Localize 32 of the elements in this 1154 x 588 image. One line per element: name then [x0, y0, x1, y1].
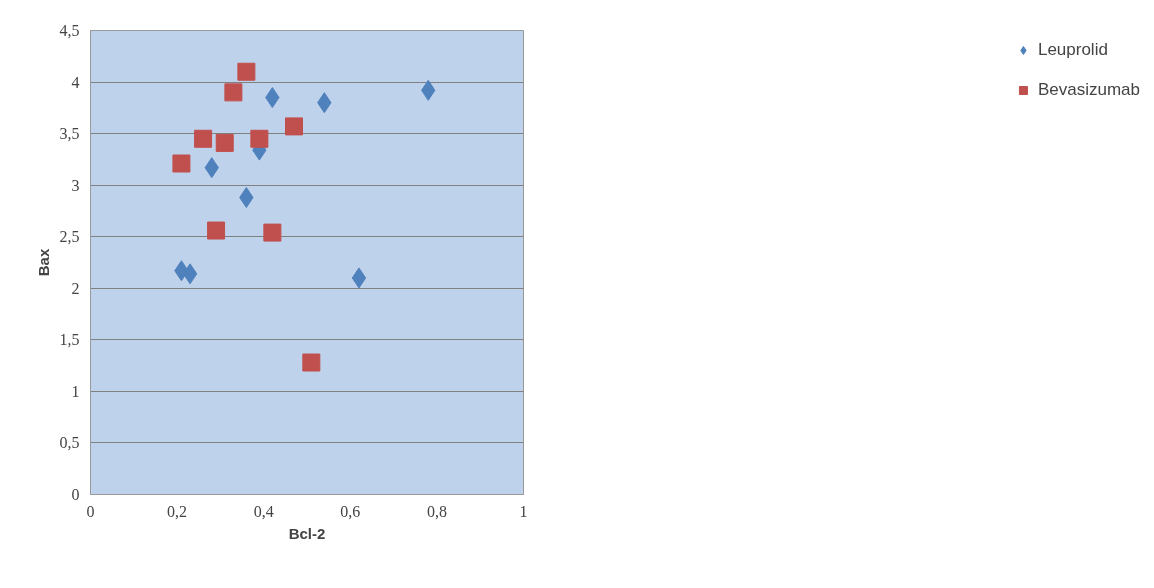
x-tick-label: 0,6 — [340, 502, 361, 520]
point — [224, 83, 243, 102]
point — [194, 129, 213, 148]
y-tick-label: 2,5 — [59, 228, 80, 246]
x-tick-label: 0,8 — [426, 502, 447, 520]
point — [250, 129, 269, 148]
point — [215, 133, 234, 152]
x-tick-label: 0,4 — [253, 502, 274, 520]
y-tick-label: 2 — [71, 279, 80, 297]
y-tick-label: 4,5 — [59, 22, 80, 39]
y-tick-label: 0,5 — [59, 434, 80, 452]
point — [263, 223, 282, 242]
point — [182, 263, 198, 285]
point — [207, 221, 226, 240]
x-tick-label: 1 — [519, 502, 528, 520]
y-tick-label: 4 — [71, 73, 80, 91]
y-axis-title: Bax — [34, 248, 52, 277]
x-axis-title: Bcl-2 — [288, 524, 326, 542]
y-tick-label: 3 — [71, 176, 80, 194]
x-tick-label: 0 — [86, 502, 95, 520]
y-tick-label: 0 — [71, 486, 80, 503]
point — [351, 267, 367, 289]
point — [237, 62, 256, 81]
x-tick-label: 0,2 — [167, 502, 188, 520]
point — [285, 117, 304, 136]
y-tick-label: 3,5 — [59, 125, 80, 143]
point — [172, 154, 191, 173]
y-tick-label: 1 — [71, 382, 80, 400]
y-tick-label: 1,5 — [59, 331, 80, 349]
legend-label: Bevasizumab — [1037, 80, 1140, 100]
legend-label: Leuprolid — [1037, 40, 1108, 60]
point — [302, 353, 321, 372]
